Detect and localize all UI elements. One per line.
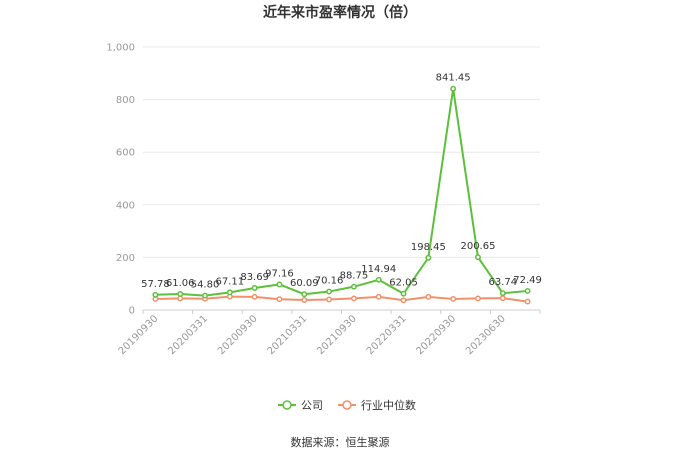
data-label: 61.06 xyxy=(166,278,195,289)
data-point[interactable] xyxy=(499,290,506,297)
data-label: 841.45 xyxy=(436,73,471,84)
grid-lines xyxy=(143,46,540,311)
data-label: 88.75 xyxy=(340,271,369,282)
data-point[interactable] xyxy=(375,276,382,283)
data-point[interactable] xyxy=(276,296,283,303)
x-tick-label: 20190930 xyxy=(117,313,161,357)
x-tick-label: 20200331 xyxy=(166,313,210,357)
legend-item-company[interactable]: 公司 xyxy=(278,399,323,412)
data-point[interactable] xyxy=(499,295,506,302)
data-label: 83.69 xyxy=(240,272,269,283)
series-line-industry-median xyxy=(155,295,528,303)
data-point[interactable] xyxy=(350,295,357,302)
data-label: 72.49 xyxy=(513,275,542,286)
data-labels: 57.7861.0654.8067.1183.6997.1660.0970.16… xyxy=(141,73,542,291)
data-point[interactable] xyxy=(375,293,382,300)
legend-marker-icon xyxy=(282,400,292,410)
data-point[interactable] xyxy=(251,293,258,300)
data-point[interactable] xyxy=(425,254,432,261)
y-tick-label: 600 xyxy=(116,148,135,159)
data-label: 62.05 xyxy=(389,278,418,289)
data-point[interactable] xyxy=(326,296,333,303)
x-tick-label: 20230630 xyxy=(464,313,508,357)
y-tick-label: 1,000 xyxy=(106,43,135,54)
data-point[interactable] xyxy=(152,291,159,298)
data-point[interactable] xyxy=(524,287,531,294)
data-point[interactable] xyxy=(475,254,481,261)
data-label: 198.45 xyxy=(411,242,446,253)
x-tick-label: 20220930 xyxy=(415,313,459,357)
data-label: 97.16 xyxy=(265,268,294,279)
data-point[interactable] xyxy=(400,290,407,297)
data-label: 70.16 xyxy=(315,276,344,287)
data-point[interactable] xyxy=(425,293,432,300)
data-point[interactable] xyxy=(202,292,208,299)
y-axis: 0 200 400 600 800 1,000 xyxy=(106,43,135,317)
data-point[interactable] xyxy=(251,285,258,291)
data-label: 67.11 xyxy=(216,276,245,287)
data-point[interactable] xyxy=(226,289,233,296)
data-point[interactable] xyxy=(276,281,283,288)
data-point[interactable] xyxy=(475,295,481,302)
series-layer xyxy=(152,85,531,305)
series-line-company xyxy=(155,88,528,297)
data-point[interactable] xyxy=(400,297,407,304)
legend[interactable]: 公司 行业中位数 xyxy=(278,398,416,412)
data-label: 200.65 xyxy=(460,241,495,252)
data-point[interactable] xyxy=(524,298,531,305)
data-point[interactable] xyxy=(301,291,308,298)
data-point[interactable] xyxy=(450,296,457,302)
x-tick-label: 20210331 xyxy=(266,313,310,357)
data-point[interactable] xyxy=(326,288,333,295)
legend-item-industry-median[interactable]: 行业中位数 xyxy=(338,398,416,412)
data-label: 57.78 xyxy=(141,279,170,290)
data-point[interactable] xyxy=(350,283,357,290)
x-tick-label: 20220331 xyxy=(365,313,409,357)
data-point[interactable] xyxy=(177,290,184,297)
data-label: 114.94 xyxy=(361,264,396,275)
data-label: 63.74 xyxy=(488,277,517,288)
data-label: 60.09 xyxy=(290,278,319,289)
legend-label: 行业中位数 xyxy=(361,398,416,412)
data-point[interactable] xyxy=(450,85,457,92)
data-point[interactable] xyxy=(301,297,308,303)
y-tick-label: 800 xyxy=(116,95,135,106)
y-tick-label: 0 xyxy=(129,306,135,317)
x-tick-label: 20200930 xyxy=(216,313,260,357)
y-tick-label: 400 xyxy=(116,200,135,211)
y-tick-label: 200 xyxy=(116,253,135,264)
legend-marker-icon xyxy=(342,400,352,410)
data-source: 数据来源：恒生聚源 xyxy=(291,435,390,449)
chart-title: 近年来市盈率情况（倍） xyxy=(263,4,417,21)
data-label: 54.80 xyxy=(191,280,220,291)
x-tick-label: 20210930 xyxy=(315,313,359,357)
legend-label: 公司 xyxy=(301,399,323,412)
x-axis: 20190930 20200331 20200930 20210331 20210930… xyxy=(117,310,541,357)
